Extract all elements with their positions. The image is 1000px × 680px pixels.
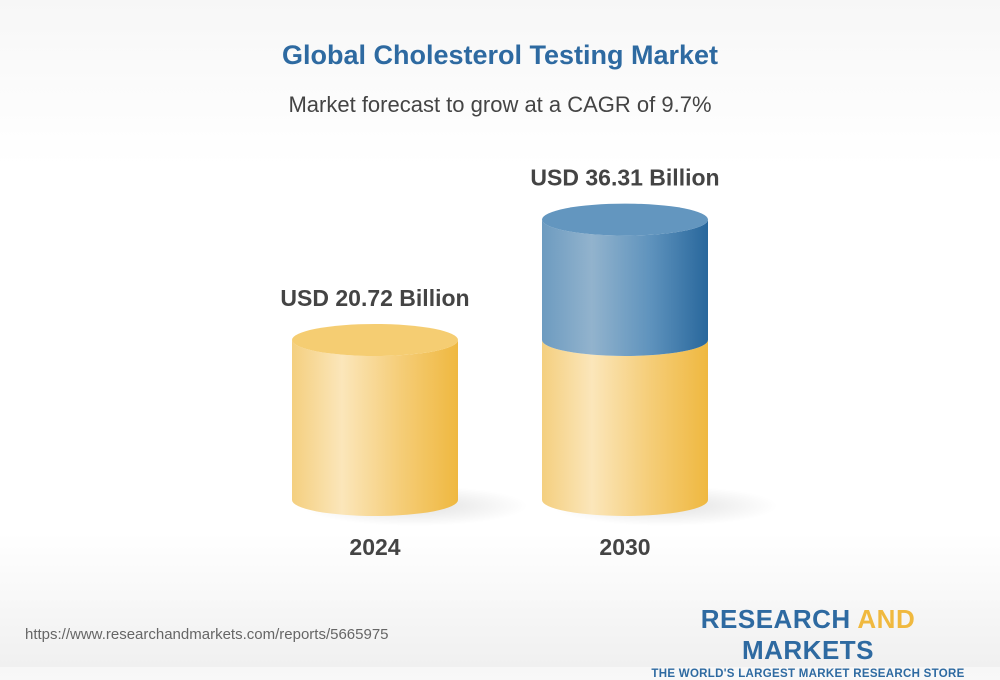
cylinder-top <box>292 324 458 356</box>
source-url[interactable]: https://www.researchandmarkets.com/repor… <box>25 626 389 643</box>
bar-2024 <box>292 340 458 516</box>
logo-part: AND <box>857 604 916 634</box>
category-label: 2024 <box>349 534 400 560</box>
logo-part: MARKETS <box>741 635 875 665</box>
logo-part: RESEARCH <box>700 604 858 634</box>
cylinder-top <box>542 203 708 236</box>
bar-base-segment-2030 <box>542 340 708 516</box>
research-and-markets-logo: RESEARCH AND MARKETS THE WORLD'S LARGEST… <box>640 604 976 680</box>
chart-subtitle: Market forecast to grow at a CAGR of 9.7… <box>288 92 712 117</box>
chart-title: Global Cholesterol Testing Market <box>281 40 719 70</box>
data-label: USD 36.31 Billion <box>530 165 719 191</box>
category-label: 2030 <box>599 534 650 560</box>
logo-tagline: THE WORLD'S LARGEST MARKET RESEARCH STOR… <box>651 668 965 680</box>
bar-growth-segment-2030 <box>542 219 708 356</box>
data-label: USD 20.72 Billion <box>280 285 469 311</box>
